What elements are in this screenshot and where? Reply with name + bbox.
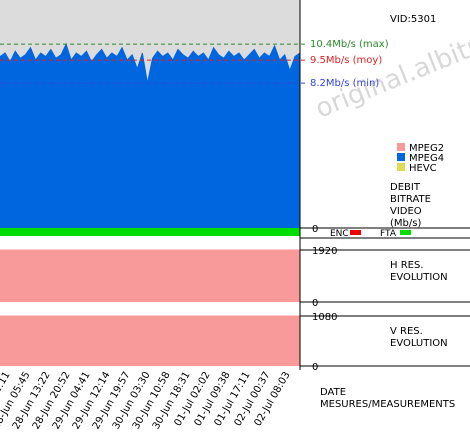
reference-label: 10.4Mb/s (max) (310, 39, 389, 50)
panel-title: V RES. (390, 326, 423, 337)
x-axis-title: MESURES/MEASUREMENTS (320, 399, 455, 410)
status-band (0, 228, 300, 236)
y-tick-label: 0 (312, 298, 318, 309)
series-line (0, 42, 301, 84)
legend-swatch (397, 143, 405, 151)
y-tick-label: 0 (312, 224, 318, 235)
y-tick-label: 1080 (312, 312, 337, 323)
panel-title: EVOLUTION (390, 338, 448, 349)
legend-label: MPEG2 (409, 143, 444, 154)
y-tick-label: 1920 (312, 246, 337, 257)
legend-swatch (397, 153, 405, 161)
status-label: ENC (330, 229, 349, 239)
reference-label: 9.5Mb/s (moy) (310, 55, 382, 66)
panel-title: (Mb/s) (390, 218, 421, 229)
legend-label: HEVC (409, 163, 437, 174)
status-swatch (350, 230, 361, 235)
panel-title: BITRATE (390, 194, 431, 205)
vid-label: VID:5301 (390, 14, 436, 25)
panel-title: H RES. (390, 260, 424, 271)
area-fill (0, 44, 300, 228)
x-axis-title: DATE (320, 387, 346, 398)
y-tick-label: 0 (312, 362, 318, 373)
legend-swatch (397, 163, 405, 171)
area-fill (0, 249, 300, 302)
panel-title: DEBIT (390, 182, 421, 193)
legend-label: MPEG4 (409, 153, 444, 164)
panel-title: EVOLUTION (390, 272, 448, 283)
area-fill (0, 315, 300, 366)
status-swatch (400, 230, 411, 235)
panel-title: VIDEO (390, 206, 422, 217)
status-label: FTA (380, 229, 397, 239)
reference-label: 8.2Mb/s (min) (310, 78, 379, 89)
